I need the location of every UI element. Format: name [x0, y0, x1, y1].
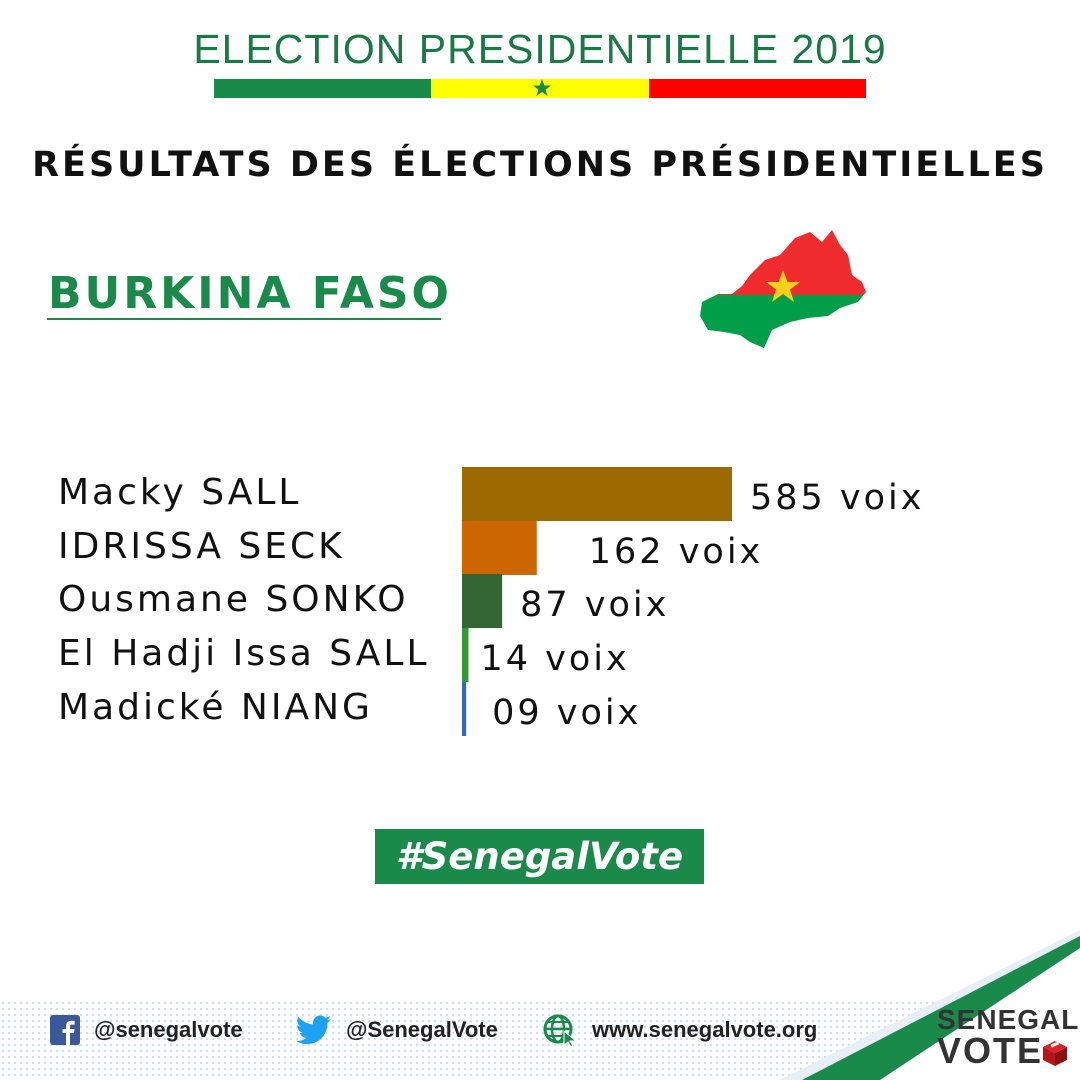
logo-vote: VOTE	[937, 1030, 1044, 1071]
results-chart: Macky SALL 585 voix IDRISSA SECK 162 voix Ou…	[58, 467, 925, 736]
value-label-2: 87 voix	[520, 585, 669, 625]
ballot-box-icon	[1043, 1041, 1067, 1066]
value-label-4: 09 voix	[492, 693, 641, 733]
value-label-1: 162 voix	[589, 532, 764, 572]
bar-0	[462, 467, 732, 521]
bar-2	[462, 574, 503, 628]
burkina-faso-flag-map-icon	[700, 230, 866, 348]
website-url: www.senegalvote.org	[592, 1017, 818, 1042]
twitter-link[interactable]: @SenegalVote	[296, 1010, 498, 1050]
country-underline	[47, 318, 441, 320]
category-label-2: Ousmane SONKO	[58, 579, 409, 620]
category-label-0: Macky SALL	[58, 472, 302, 513]
bar-1	[462, 521, 537, 575]
website-link[interactable]: www.senegalvote.org	[542, 1010, 817, 1050]
flag-stripe-green	[214, 79, 432, 98]
main-title: RÉSULTATS DES ÉLECTIONS PRÉSIDENTIELLES	[32, 145, 1048, 185]
banner-title: ELECTION PRESIDENTIELLE 2019	[193, 26, 887, 72]
facebook-handle: @senegalvote	[94, 1017, 243, 1042]
logo-senegal: SENEGAL	[937, 1004, 1080, 1035]
facebook-icon	[50, 1015, 80, 1045]
country-name: BURKINA FASO	[48, 268, 452, 319]
corner-decoration	[780, 930, 1080, 1080]
bar-4	[462, 682, 467, 736]
twitter-icon	[296, 1015, 331, 1045]
twitter-handle: @SenegalVote	[346, 1017, 498, 1042]
star-icon	[533, 79, 551, 96]
value-label-0: 585 voix	[750, 478, 925, 518]
flag-stripe-red	[648, 79, 866, 98]
facebook-link[interactable]: @senegalvote	[50, 1010, 243, 1050]
hashtag-text: #SenegalVote	[395, 835, 684, 878]
hashtag-badge: #SenegalVote	[375, 829, 704, 884]
category-label-3: El Hadji Issa SALL	[58, 633, 430, 674]
globe-icon	[543, 1014, 578, 1047]
category-label-1: IDRISSA SECK	[58, 526, 345, 567]
bar-3	[462, 628, 469, 682]
value-label-3: 14 voix	[480, 639, 629, 679]
category-label-4: Madické NIANG	[58, 687, 373, 728]
